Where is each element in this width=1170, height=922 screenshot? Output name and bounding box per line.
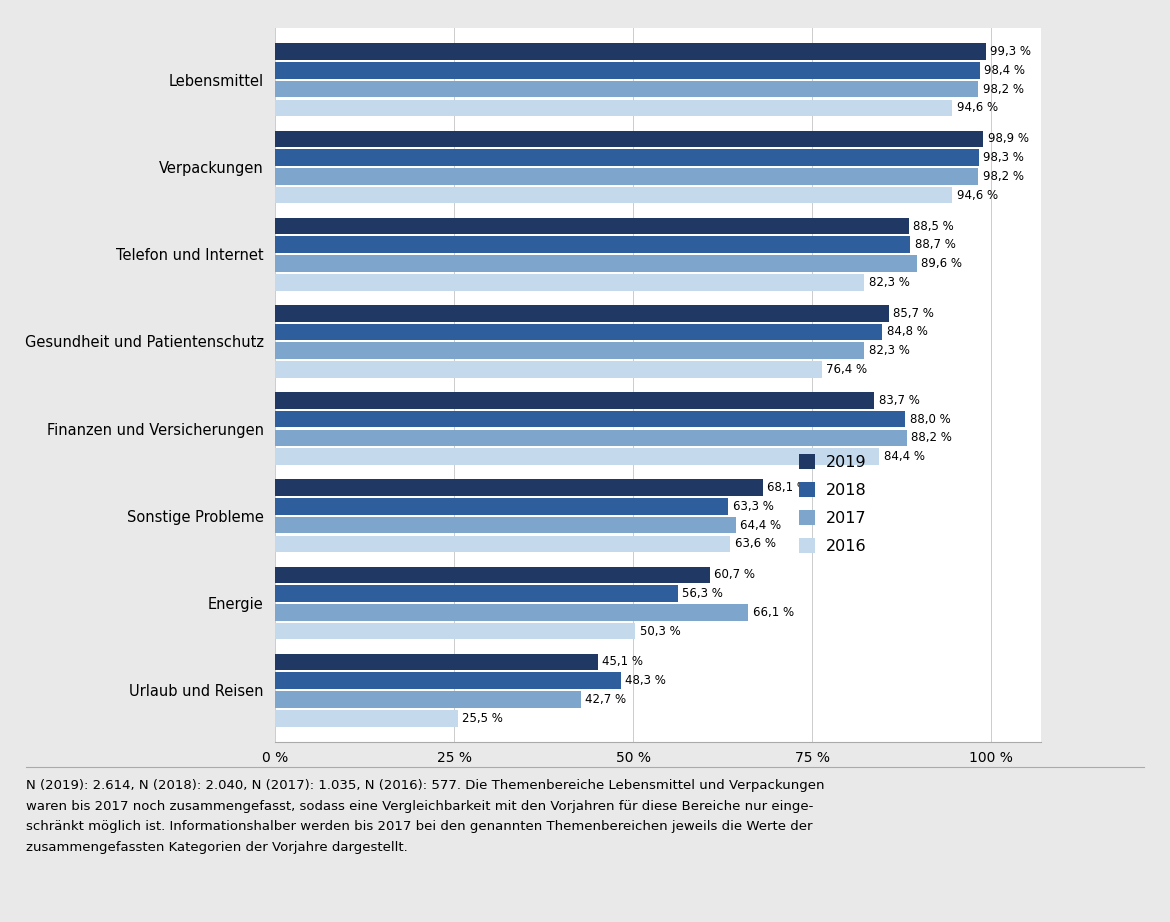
Text: 84,4 %: 84,4 %	[883, 450, 924, 463]
Bar	[275, 710, 457, 727]
Text: 48,3 %: 48,3 %	[625, 674, 666, 687]
Text: 89,6 %: 89,6 %	[921, 257, 962, 270]
Bar	[275, 479, 763, 496]
Text: 83,7 %: 83,7 %	[879, 394, 920, 407]
Text: 98,4 %: 98,4 %	[984, 64, 1025, 77]
Bar	[275, 149, 979, 166]
Bar	[275, 654, 598, 670]
Bar	[275, 131, 983, 148]
Bar	[275, 692, 580, 708]
Text: 99,3 %: 99,3 %	[991, 45, 1032, 58]
Bar	[275, 411, 906, 428]
Text: 88,7 %: 88,7 %	[915, 238, 956, 252]
Bar	[275, 392, 874, 408]
Bar	[275, 100, 952, 116]
Text: 56,3 %: 56,3 %	[682, 587, 723, 600]
Bar	[275, 43, 986, 60]
Bar	[275, 536, 730, 552]
Bar	[275, 622, 635, 639]
Bar	[275, 585, 679, 602]
Text: 98,2 %: 98,2 %	[983, 83, 1024, 96]
Text: 42,7 %: 42,7 %	[585, 693, 626, 706]
Text: 63,3 %: 63,3 %	[732, 500, 773, 513]
Bar	[275, 448, 880, 465]
Bar	[275, 517, 736, 534]
Bar	[275, 255, 916, 272]
Bar	[275, 187, 952, 204]
Text: 88,0 %: 88,0 %	[909, 413, 950, 426]
Text: 68,1 %: 68,1 %	[768, 481, 808, 494]
Text: 98,2 %: 98,2 %	[983, 170, 1024, 183]
Bar	[275, 274, 865, 290]
Bar	[275, 324, 882, 340]
Bar	[275, 168, 978, 184]
Text: 85,7 %: 85,7 %	[893, 307, 934, 320]
Bar	[275, 236, 910, 253]
Text: 98,9 %: 98,9 %	[987, 133, 1028, 146]
Bar	[275, 305, 889, 322]
Bar	[275, 342, 865, 359]
Text: 64,4 %: 64,4 %	[741, 518, 782, 532]
Text: 66,1 %: 66,1 %	[752, 606, 793, 619]
Bar	[275, 566, 710, 583]
Text: 94,6 %: 94,6 %	[957, 101, 998, 114]
Bar	[275, 672, 621, 689]
Text: 76,4 %: 76,4 %	[826, 363, 868, 376]
Bar	[275, 81, 978, 98]
Bar	[275, 361, 823, 378]
Bar	[275, 430, 907, 446]
Text: 98,3 %: 98,3 %	[983, 151, 1024, 164]
Bar	[275, 498, 728, 514]
Text: 82,3 %: 82,3 %	[868, 276, 909, 289]
Text: 50,3 %: 50,3 %	[640, 624, 680, 637]
Text: 88,5 %: 88,5 %	[913, 219, 954, 232]
Text: 63,6 %: 63,6 %	[735, 538, 776, 550]
Bar	[275, 218, 909, 234]
Text: 88,2 %: 88,2 %	[911, 431, 952, 444]
Bar	[275, 62, 979, 78]
Text: 45,1 %: 45,1 %	[603, 656, 644, 668]
Bar	[275, 604, 749, 621]
Text: 60,7 %: 60,7 %	[714, 568, 755, 581]
Legend: 2019, 2018, 2017, 2016: 2019, 2018, 2017, 2016	[799, 454, 867, 554]
Text: 82,3 %: 82,3 %	[868, 344, 909, 357]
Text: 94,6 %: 94,6 %	[957, 189, 998, 202]
Text: 84,8 %: 84,8 %	[887, 325, 928, 338]
Text: N (2019): 2.614, N (2018): 2.040, N (2017): 1.035, N (2016): 577. Die Themenbere: N (2019): 2.614, N (2018): 2.040, N (201…	[26, 779, 824, 854]
Text: 25,5 %: 25,5 %	[462, 712, 503, 725]
